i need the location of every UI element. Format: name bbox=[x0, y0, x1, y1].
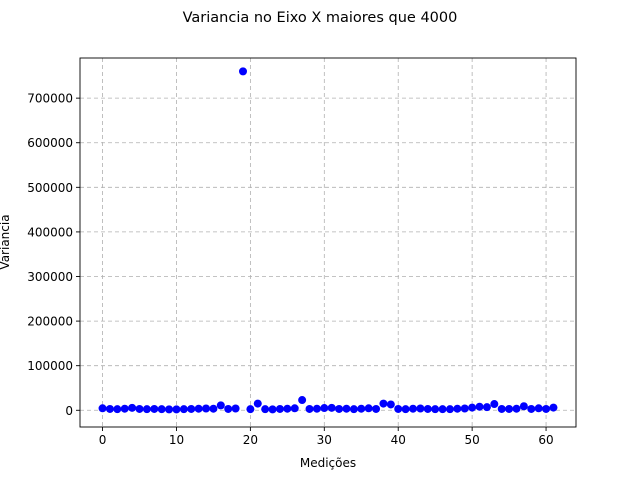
data-point bbox=[246, 405, 255, 414]
data-point bbox=[512, 404, 521, 413]
data-point bbox=[261, 405, 270, 414]
data-point bbox=[349, 405, 358, 414]
data-point bbox=[98, 404, 107, 413]
data-point bbox=[401, 405, 410, 414]
data-point bbox=[342, 404, 351, 413]
data-point bbox=[253, 399, 262, 408]
data-point bbox=[275, 404, 284, 413]
data-point bbox=[268, 405, 277, 414]
y-tick-label: 300000 bbox=[27, 270, 73, 284]
data-point bbox=[453, 404, 462, 413]
chart-title: Variancia no Eixo X maiores que 4000 bbox=[183, 10, 458, 26]
data-point bbox=[386, 400, 395, 409]
data-point bbox=[135, 404, 144, 413]
data-point bbox=[320, 404, 329, 413]
x-tick-label: 20 bbox=[243, 433, 258, 447]
y-axis: 0 100000 200000 300000 400000 500000 600000 700… bbox=[27, 92, 80, 418]
y-tick-label: 500000 bbox=[27, 181, 73, 195]
data-point bbox=[172, 405, 181, 414]
data-point bbox=[113, 405, 122, 414]
x-axis-label: Medições bbox=[300, 456, 356, 470]
data-point bbox=[372, 404, 381, 413]
x-tick-label: 30 bbox=[317, 433, 332, 447]
data-point bbox=[179, 405, 188, 414]
x-axis: 0 10 20 30 40 50 60 bbox=[99, 427, 554, 447]
y-tick-label: 700000 bbox=[27, 92, 73, 106]
data-point bbox=[416, 404, 425, 413]
data-point bbox=[423, 404, 432, 413]
data-point bbox=[335, 404, 344, 413]
y-tick-label: 100000 bbox=[27, 359, 73, 373]
data-point bbox=[305, 404, 314, 413]
data-point bbox=[534, 404, 543, 413]
data-point bbox=[460, 404, 469, 413]
data-point bbox=[497, 404, 506, 413]
data-point bbox=[490, 400, 499, 409]
x-tick-label: 0 bbox=[99, 433, 107, 447]
y-tick-label: 400000 bbox=[27, 225, 73, 239]
data-point bbox=[194, 404, 203, 413]
y-tick-label: 0 bbox=[65, 404, 73, 418]
data-point bbox=[409, 404, 418, 413]
data-point bbox=[364, 404, 373, 413]
data-point bbox=[431, 405, 440, 414]
data-point bbox=[475, 402, 484, 411]
data-point bbox=[542, 404, 551, 413]
data-point bbox=[283, 404, 292, 413]
y-tick-label: 600000 bbox=[27, 136, 73, 150]
data-point bbox=[445, 405, 454, 414]
data-point bbox=[549, 403, 558, 412]
data-point bbox=[468, 403, 477, 412]
data-point bbox=[142, 405, 151, 414]
x-tick-label: 60 bbox=[538, 433, 553, 447]
data-point bbox=[231, 404, 240, 413]
data-point bbox=[327, 403, 336, 412]
grid-layer bbox=[80, 58, 576, 427]
data-point bbox=[165, 405, 174, 414]
data-point bbox=[505, 404, 514, 413]
y-tick-label: 200000 bbox=[27, 315, 73, 329]
data-point bbox=[120, 404, 129, 413]
data-point bbox=[290, 404, 299, 413]
data-point bbox=[105, 404, 114, 413]
data-point bbox=[527, 404, 536, 413]
data-point bbox=[379, 399, 388, 408]
data-point bbox=[238, 67, 247, 76]
plot-frame bbox=[79, 57, 577, 428]
data-point bbox=[150, 404, 159, 413]
data-point bbox=[202, 404, 211, 413]
data-point bbox=[209, 404, 218, 413]
data-point bbox=[394, 404, 403, 413]
data-point bbox=[482, 403, 491, 412]
data-point bbox=[438, 405, 447, 414]
x-tick-label: 10 bbox=[169, 433, 184, 447]
data-point bbox=[298, 396, 307, 405]
data-point bbox=[224, 404, 233, 413]
x-tick-label: 40 bbox=[391, 433, 406, 447]
data-point bbox=[128, 403, 137, 412]
x-tick-label: 50 bbox=[465, 433, 480, 447]
data-points bbox=[98, 67, 558, 414]
data-point bbox=[519, 402, 528, 411]
data-point bbox=[157, 405, 166, 414]
data-point bbox=[216, 401, 225, 410]
data-point bbox=[312, 404, 321, 413]
data-point bbox=[187, 404, 196, 413]
y-axis-label: Variancia bbox=[0, 214, 12, 269]
data-point bbox=[357, 404, 366, 413]
